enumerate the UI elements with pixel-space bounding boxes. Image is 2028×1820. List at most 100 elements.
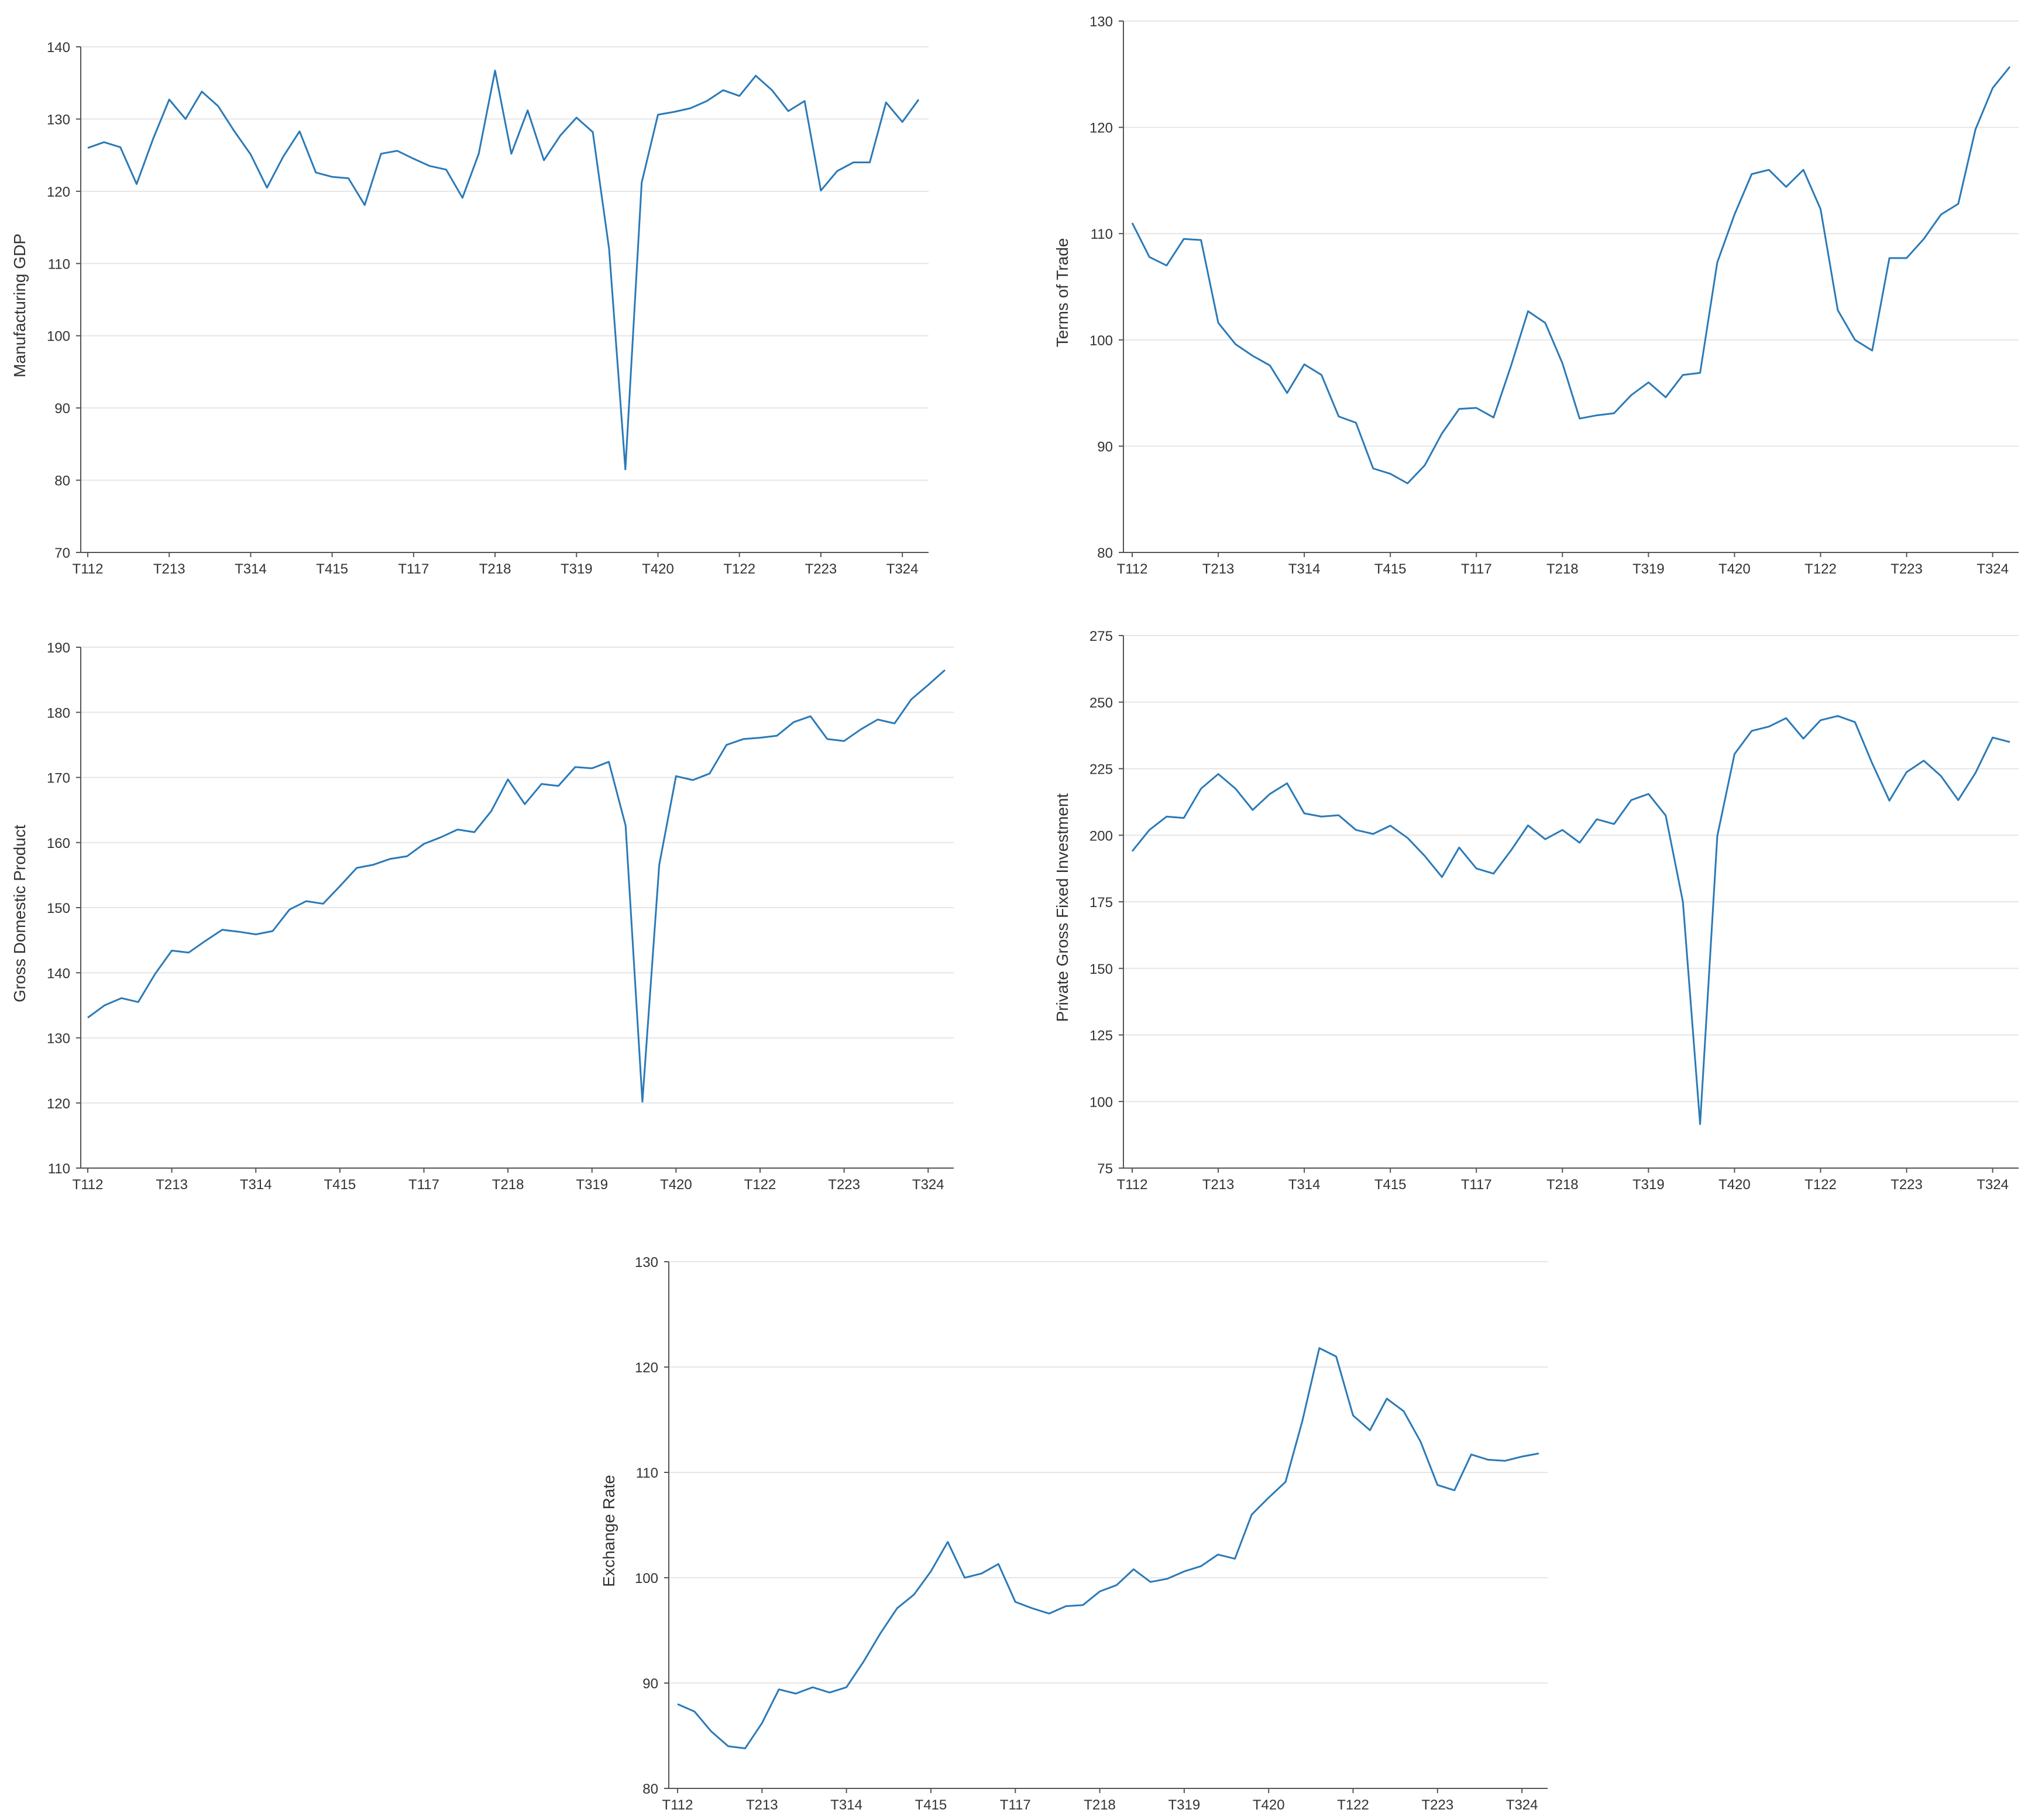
x-tick-label: T223: [828, 1177, 860, 1193]
x-tick-label: T415: [316, 561, 348, 577]
y-tick-label: 190: [47, 640, 70, 656]
series-line: [1131, 715, 2010, 1125]
x-tick-label: T218: [479, 561, 511, 577]
y-axis-title: Manufacturing GDP: [11, 233, 29, 377]
x-tick-label: T223: [1890, 1177, 1923, 1193]
x-tick-label: T223: [1421, 1797, 1453, 1813]
chart-panel-3: 110 120 130 140 150 160 170 180 190 T112 T213 T314 T…: [11, 640, 954, 1193]
y-tick-label: 140: [47, 966, 70, 981]
y-tick-label: 120: [47, 1096, 70, 1112]
x-tick-label: T420: [1718, 561, 1751, 577]
y-tick-label: 110: [1091, 226, 1113, 242]
x-tick-label: T223: [805, 561, 837, 577]
y-tick-label: 100: [47, 329, 70, 345]
x-tick-label: T319: [1632, 1177, 1665, 1193]
x-tick-label: T314: [1288, 1177, 1321, 1193]
x-tick-label: T112: [662, 1797, 693, 1813]
series-line: [677, 1347, 1539, 1750]
x-tick-label: T213: [1202, 561, 1235, 577]
x-tick-label: T319: [576, 1177, 608, 1193]
y-tick-label: 130: [47, 1031, 70, 1047]
x-tick-label: T415: [324, 1177, 356, 1193]
y-tick-label: 100: [635, 1571, 658, 1587]
x-tick-label: T324: [886, 561, 919, 577]
y-tick-label: 225: [1089, 762, 1113, 778]
y-axis-title: Private Gross Fixed Investment: [1053, 793, 1071, 1022]
y-tick-label: 180: [47, 705, 70, 721]
x-tick-label: T314: [830, 1797, 862, 1813]
x-tick-label: T324: [1977, 561, 2009, 577]
x-tick-label: T420: [642, 561, 674, 577]
x-tick-label: T112: [73, 1177, 104, 1193]
x-tick-label: T324: [1506, 1797, 1538, 1813]
chart-panel-5: 80 90 100 110 120 130 T112 T213 T314 T415 T117 T218…: [600, 1255, 1548, 1813]
x-tick-label: T420: [1718, 1177, 1751, 1193]
y-tick-label: 120: [635, 1360, 658, 1376]
y-tick-label: 120: [47, 184, 70, 200]
x-tick-label: T420: [660, 1177, 692, 1193]
chart-panel-4: 75 100 125 150 175 200 225 250 275 T112 T213 T314 T4…: [1053, 629, 2019, 1193]
y-tick-label: 175: [1089, 895, 1113, 911]
x-tick-label: T415: [1374, 1177, 1407, 1193]
y-tick-label: 140: [47, 40, 70, 56]
y-tick-label: 130: [635, 1255, 658, 1270]
x-tick-label: T218: [1084, 1797, 1116, 1813]
series-line: [1131, 66, 2011, 485]
x-tick-label: T117: [1461, 561, 1492, 577]
y-tick-label: 110: [636, 1465, 658, 1481]
x-tick-label: T415: [1374, 561, 1407, 577]
series-line: [87, 669, 946, 1103]
y-tick-label: 200: [1089, 828, 1113, 844]
x-tick-label: T223: [1890, 561, 1923, 577]
x-tick-label: T117: [1461, 1177, 1492, 1193]
chart-panel-2: 80 90 100 110 120 130 T112 T213 T314 T415 T117 T218…: [1053, 14, 2019, 577]
x-tick-label: T112: [73, 561, 104, 577]
x-tick-label: T218: [1546, 1177, 1579, 1193]
x-tick-label: T314: [1288, 561, 1321, 577]
x-tick-label: T324: [912, 1177, 944, 1193]
chart-panel-1: 70 80 90 100 110 120 130 140 T112 T213 T314 T415 T11…: [11, 40, 929, 577]
x-tick-label: T117: [1000, 1797, 1031, 1813]
x-tick-label: T314: [240, 1177, 272, 1193]
y-tick-label: 80: [54, 473, 70, 489]
y-tick-label: 90: [1097, 439, 1113, 455]
y-tick-label: 100: [1089, 333, 1113, 349]
y-tick-label: 125: [1089, 1028, 1113, 1044]
y-axis-title: Exchange Rate: [600, 1475, 618, 1587]
x-tick-label: T324: [1977, 1177, 2009, 1193]
x-tick-label: T213: [746, 1797, 778, 1813]
x-tick-label: T218: [492, 1177, 524, 1193]
x-tick-label: T319: [1168, 1797, 1201, 1813]
x-tick-label: T218: [1546, 561, 1579, 577]
x-tick-label: T213: [153, 561, 185, 577]
y-axis-title: Gross Domestic Product: [11, 825, 29, 1002]
x-tick-label: T122: [1804, 1177, 1837, 1193]
y-tick-label: 150: [1089, 961, 1113, 977]
y-tick-label: 160: [47, 836, 70, 851]
y-tick-label: 90: [54, 401, 70, 417]
x-tick-label: T415: [915, 1797, 947, 1813]
y-tick-label: 80: [1097, 545, 1113, 561]
x-tick-label: T112: [1117, 561, 1148, 577]
x-tick-label: T117: [398, 561, 429, 577]
x-tick-label: T213: [1202, 1177, 1235, 1193]
x-tick-label: T117: [408, 1177, 439, 1193]
y-tick-label: 250: [1089, 695, 1113, 711]
y-tick-label: 80: [642, 1781, 658, 1797]
x-tick-label: T213: [156, 1177, 188, 1193]
y-tick-label: 75: [1097, 1161, 1113, 1177]
x-tick-label: T122: [1337, 1797, 1369, 1813]
x-tick-label: T122: [744, 1177, 776, 1193]
y-tick-label: 275: [1089, 629, 1113, 644]
x-tick-label: T112: [1117, 1177, 1148, 1193]
y-tick-label: 70: [54, 545, 70, 561]
y-tick-label: 110: [48, 1161, 70, 1177]
x-tick-label: T122: [1804, 561, 1837, 577]
x-tick-label: T314: [235, 561, 267, 577]
y-tick-label: 130: [47, 112, 70, 128]
y-axis-title: Terms of Trade: [1053, 238, 1071, 348]
y-tick-label: 100: [1089, 1094, 1113, 1110]
y-tick-label: 110: [48, 256, 70, 272]
y-tick-label: 170: [47, 771, 70, 787]
